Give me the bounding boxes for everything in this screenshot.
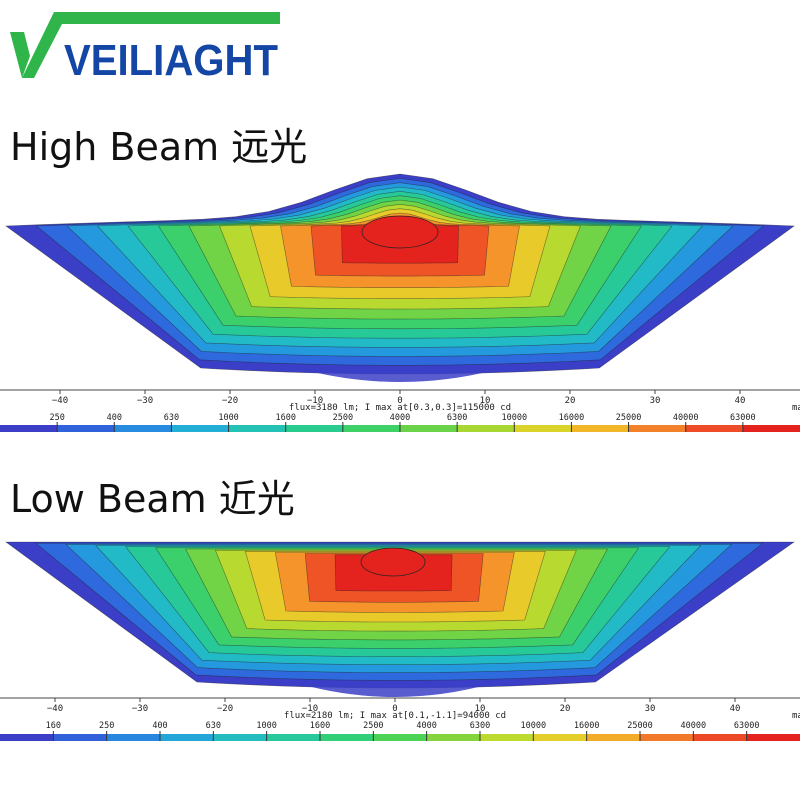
colorbar-segment <box>342 425 401 432</box>
x-tick-label: 10 <box>480 396 491 406</box>
colorbar-segment <box>57 425 115 432</box>
colorbar-segment <box>320 734 374 741</box>
lower-spill <box>305 370 495 382</box>
x-tick-label: 20 <box>560 704 571 714</box>
colorbar-segment <box>171 425 230 432</box>
x-tick-label: −10 <box>302 704 318 714</box>
colorbar-tick-label: 16000 <box>574 721 600 731</box>
colorbar-segment <box>685 425 744 432</box>
colorbar-tick-label: 2500 <box>363 721 383 731</box>
colorbar-segment <box>571 425 630 432</box>
colorbar-tick-label: 1000 <box>218 413 238 423</box>
colorbar-segment <box>228 425 287 432</box>
colorbar-tick-label: 630 <box>206 721 221 731</box>
colorbar-segment <box>586 734 641 741</box>
colorbar-tick-label: 400 <box>152 721 167 731</box>
colorbar-tick-label: 6300 <box>447 413 467 423</box>
colorbar-segment <box>160 734 214 741</box>
x-tick-label: 40 <box>735 396 746 406</box>
colorbar-segment <box>426 734 481 741</box>
logo-check-right <box>22 12 280 78</box>
intensity-peak <box>360 547 426 577</box>
colorbar-tick-label: 40000 <box>673 413 699 423</box>
high-beam-plot: −40 −30 −20 −10 0 10 20 30 40 ma flux=3180 lm; I m… <box>0 168 800 432</box>
colorbar-tick-label: 40000 <box>681 721 707 731</box>
low-beam-title: Low Beam 近光 <box>10 477 295 521</box>
colorbar-tick-label: 1600 <box>275 413 295 423</box>
x-tick-label: 30 <box>645 704 656 714</box>
colorbar-segment <box>693 734 748 741</box>
x-tick-label: 30 <box>650 396 661 406</box>
x-tick-label: −30 <box>137 396 153 406</box>
colorbar-tick-label: 10000 <box>501 413 527 423</box>
colorbar-tick-label: 10000 <box>521 721 547 731</box>
colorbar-tick-label: 6300 <box>470 721 490 731</box>
x-tick-label: −20 <box>222 396 238 406</box>
logo-wordmark: VEILIAGHT <box>64 36 278 85</box>
x-tick-label: 10 <box>475 704 486 714</box>
logo-check-left <box>10 32 30 78</box>
colorbar-segment <box>114 425 173 432</box>
x-tick-label: 0 <box>392 704 397 714</box>
x-tick-label: −20 <box>217 704 233 714</box>
colorbar-tick-label: 250 <box>49 413 64 423</box>
x-unit-label: ma <box>792 711 800 721</box>
colorbar-segment <box>640 734 694 741</box>
colorbar-segment <box>266 734 321 741</box>
colorbar-segment <box>106 734 161 741</box>
colorbar-segment <box>480 734 534 741</box>
high-beam-title: High Beam 远光 <box>10 125 308 169</box>
colorbar-segment <box>0 425 58 432</box>
colorbar-tick-label: 63000 <box>734 721 760 731</box>
colorbar-segment <box>746 734 800 741</box>
lower-spill <box>300 684 490 697</box>
low-beam-plot: −40 −30 −20 −10 0 10 20 30 40 ma flux=2180 lm; I m… <box>0 522 800 748</box>
colorbar-tick-label: 25000 <box>616 413 642 423</box>
x-tick-label: 20 <box>565 396 576 406</box>
colorbar-tick-label: 1600 <box>310 721 330 731</box>
colorbar-segment <box>533 734 588 741</box>
x-tick-label: 40 <box>730 704 741 714</box>
heatmap-svg: −40 −30 −20 −10 0 10 20 30 40 ma flux=3180 lm; I m… <box>0 173 800 432</box>
x-tick-label: −10 <box>307 396 323 406</box>
x-tick-label: 0 <box>397 396 402 406</box>
colorbar-segment <box>514 425 573 432</box>
flux-caption: flux=2180 lm; I max at[0.1,-1.1]=94000 c… <box>284 711 506 721</box>
colorbar-tick-label: 630 <box>164 413 179 423</box>
colorbar-tick-label: 4000 <box>416 721 436 731</box>
colorbar-tick-label: 63000 <box>730 413 756 423</box>
colorbar-segment <box>373 734 428 741</box>
colorbar-segment <box>457 425 515 432</box>
colorbar-segment <box>0 734 54 741</box>
heatmap-svg: −40 −30 −20 −10 0 10 20 30 40 ma flux=2180 lm; I m… <box>0 541 800 741</box>
colorbar-tick-label: 16000 <box>559 413 585 423</box>
brand-logo: VEILIAGHT <box>10 12 280 85</box>
x-tick-label: −40 <box>47 704 63 714</box>
colorbar-segment <box>285 425 344 432</box>
colorbar-tick-label: 400 <box>107 413 122 423</box>
colorbar-tick-label: 160 <box>46 721 61 731</box>
x-tick-label: −30 <box>132 704 148 714</box>
flux-caption: flux=3180 lm; I max at[0.3,0.3]=115000 c… <box>289 403 511 413</box>
colorbar-tick-label: 4000 <box>390 413 410 423</box>
colorbar-tick-label: 1000 <box>256 721 276 731</box>
colorbar-tick-label: 250 <box>99 721 114 731</box>
colorbar-tick-label: 2500 <box>333 413 353 423</box>
colorbar-segment <box>400 425 458 432</box>
colorbar-segment <box>213 734 268 741</box>
colorbar-segment <box>742 425 800 432</box>
x-tick-label: −40 <box>52 396 68 406</box>
colorbar-segment <box>53 734 108 741</box>
colorbar-tick-label: 25000 <box>627 721 653 731</box>
intensity-peak <box>361 215 439 249</box>
colorbar-segment <box>628 425 687 432</box>
x-unit-label: ma <box>792 403 800 413</box>
